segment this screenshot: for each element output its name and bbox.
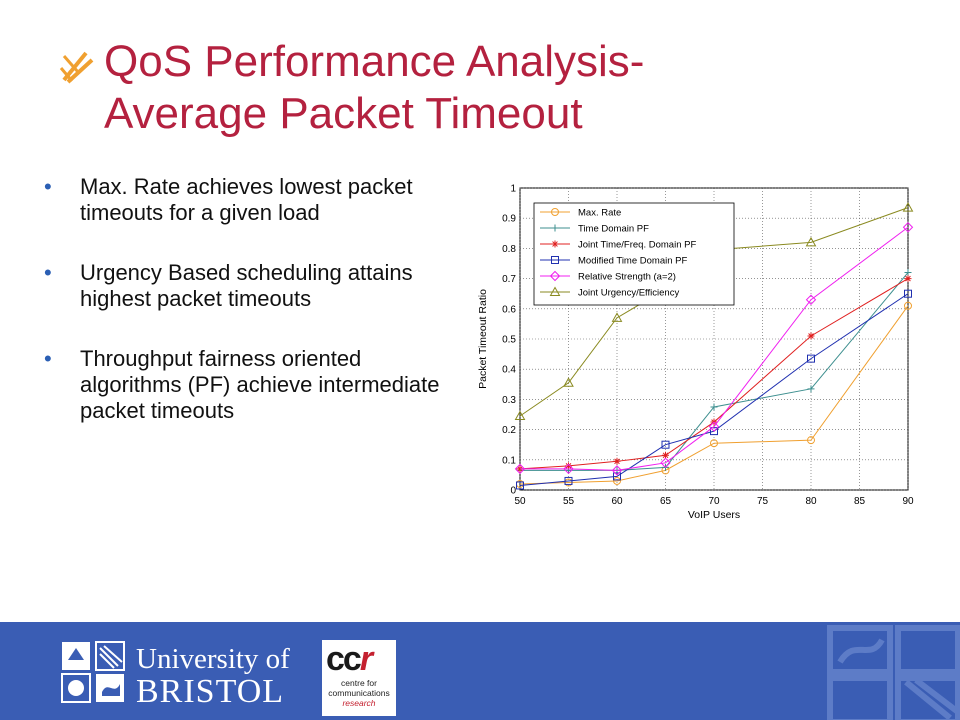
- bullet-flourish-icon: [59, 51, 94, 84]
- legend-label: Joint Time/Freq. Domain PF: [578, 240, 696, 251]
- data-point: [710, 427, 718, 436]
- bullet-item: • Urgency Based scheduling attains highes…: [44, 260, 464, 312]
- university-crest-icon: [61, 641, 125, 703]
- ccr-line-3: research: [342, 698, 376, 708]
- legend-marker: [551, 224, 559, 232]
- y-tick-label: 0: [510, 486, 516, 497]
- data-point: [807, 385, 815, 393]
- legend-label: Relative Strength (a=2): [578, 272, 676, 283]
- series-line: [520, 226, 909, 471]
- data-point: [563, 377, 574, 387]
- ccr-line-2: communications: [328, 688, 390, 698]
- data-point: [805, 294, 817, 305]
- y-tick-label: 0.5: [502, 335, 516, 346]
- data-point: [514, 410, 526, 421]
- y-tick-label: 0.6: [502, 304, 516, 315]
- packet-timeout-chart: 50 55 60 65 70 75 80 85 90 0 0.1 0.2 0.3 0.4 0.5 0.6 0.7…: [477, 184, 914, 522]
- data-point: [662, 451, 669, 459]
- data-point: [805, 236, 817, 247]
- data-point: [710, 439, 718, 448]
- x-tick-label: 55: [563, 496, 575, 507]
- data-point: [613, 476, 621, 485]
- data-point: [904, 269, 912, 277]
- title-line-2: Average Packet Timeout: [104, 89, 583, 138]
- legend-marker: [549, 286, 561, 296]
- series-line: [519, 293, 909, 486]
- y-tick-label: 0.4: [502, 365, 516, 376]
- y-tick-label: 1: [510, 184, 516, 195]
- legend-label: Time Domain PF: [578, 224, 649, 235]
- data-point: [563, 463, 574, 475]
- slide-title: QoS Performance Analysis- Average Packet…: [104, 36, 924, 140]
- data-point: [904, 301, 912, 310]
- y-tick-label: 0.8: [502, 244, 516, 255]
- legend-marker: [549, 270, 561, 282]
- data-point: [807, 436, 815, 445]
- y-axis-label: Packet Timeout Ratio: [477, 289, 489, 389]
- bullet-item: • Throughput fairness oriented algorithms…: [44, 346, 464, 424]
- ccr-mark: ccr: [326, 640, 373, 679]
- data-point: [904, 289, 912, 298]
- data-point: [660, 457, 671, 469]
- data-point: [710, 403, 718, 411]
- x-tick-label: 80: [805, 496, 817, 507]
- y-tick-label: 0.7: [502, 274, 516, 285]
- x-tick-label: 60: [611, 496, 623, 507]
- crest-watermark-icon: [827, 625, 960, 720]
- data-point: [611, 465, 623, 476]
- title-line-1: QoS Performance Analysis-: [104, 37, 645, 86]
- x-tick-label: 70: [708, 496, 720, 507]
- y-tick-label: 0.1: [502, 455, 516, 466]
- data-point: [708, 421, 720, 432]
- legend-marker: [551, 240, 559, 248]
- bullet-item: • Max. Rate achieves lowest packet timeou…: [44, 174, 464, 226]
- bullet-text: Max. Rate achieves lowest packet timeout…: [80, 174, 413, 225]
- ccr-logo: ccr centre for communications research: [322, 640, 396, 716]
- legend-label: Modified Time Domain PF: [578, 256, 687, 267]
- legend-label: Joint Urgency/Efficiency: [578, 288, 679, 299]
- ccr-mark-cc: cc: [326, 640, 362, 678]
- ccr-line-1: centre for: [341, 678, 377, 688]
- data-point: [902, 202, 914, 212]
- y-tick-label: 0.9: [502, 214, 516, 225]
- bullet-dot: •: [44, 346, 52, 371]
- x-tick-label: 50: [514, 496, 526, 507]
- y-tick-label: 0.3: [502, 395, 516, 406]
- ccr-caption: centre for communications research: [324, 678, 394, 708]
- legend-box: [533, 202, 735, 306]
- x-tick-label: 85: [854, 496, 866, 507]
- data-point: [613, 457, 621, 465]
- data-point: [611, 312, 623, 322]
- data-point: [613, 472, 621, 481]
- ccr-mark-r: r: [359, 640, 373, 678]
- data-point: [904, 275, 912, 283]
- data-point: [902, 222, 914, 233]
- x-axis-label: VoIP Users: [688, 509, 740, 521]
- x-tick-label: 90: [902, 496, 914, 507]
- bullet-text: Urgency Based scheduling attains highest…: [80, 260, 413, 311]
- bullet-dot: •: [44, 260, 52, 285]
- data-point: [564, 476, 573, 485]
- data-point: [516, 481, 524, 490]
- footer-bar: University of BRISTOL ccr centre for com…: [0, 622, 960, 720]
- data-point: [807, 332, 815, 340]
- data-point: [807, 354, 815, 363]
- university-line-1: University of: [136, 643, 290, 675]
- x-tick-label: 75: [757, 496, 769, 507]
- university-line-2: BRISTOL: [136, 673, 285, 710]
- bullet-dot: •: [44, 174, 52, 199]
- data-point: [565, 462, 572, 470]
- data-point: [514, 463, 526, 475]
- legend-marker: [551, 256, 559, 264]
- bullet-text: Throughput fairness oriented algorithms …: [80, 346, 440, 423]
- data-point: [661, 440, 670, 449]
- y-tick-label: 0.2: [502, 425, 516, 436]
- university-wordmark: University of BRISTOL: [136, 644, 290, 710]
- legend-marker: [551, 208, 559, 216]
- legend-label: Max. Rate: [578, 208, 621, 219]
- bullet-list: • Max. Rate achieves lowest packet timeou…: [44, 174, 464, 458]
- x-tick-label: 65: [660, 496, 672, 507]
